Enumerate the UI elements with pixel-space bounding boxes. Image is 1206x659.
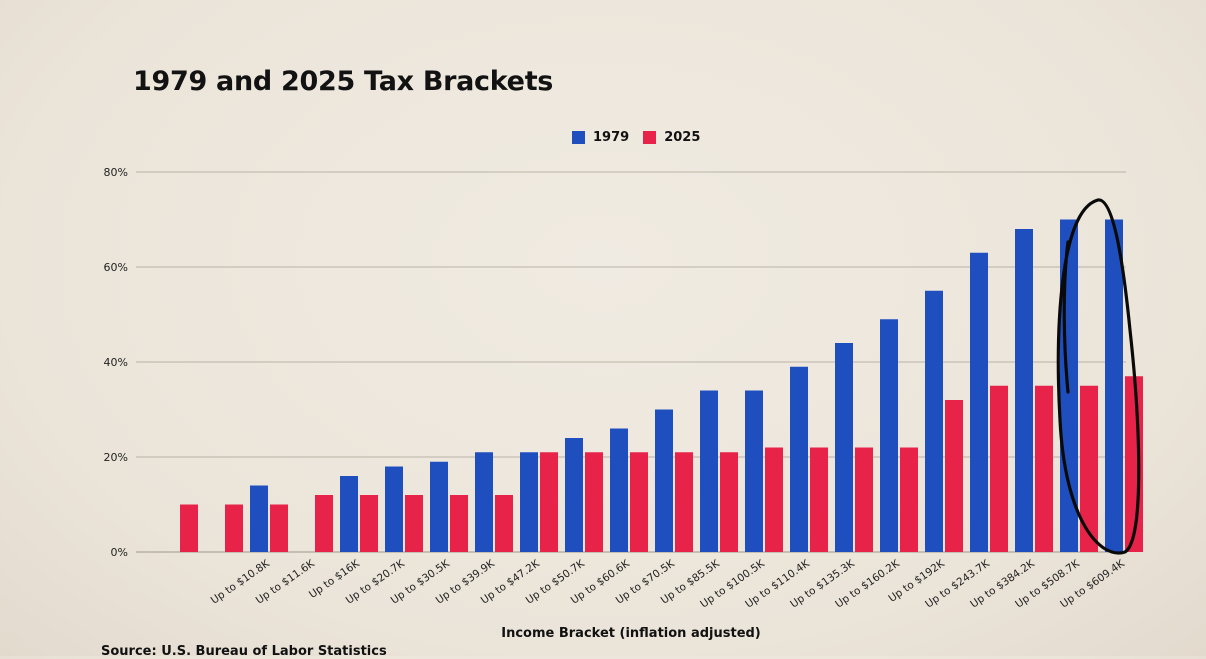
bar-2025 (405, 495, 423, 552)
bar-2025 (270, 504, 288, 552)
legend-label-1979: 1979 (593, 130, 630, 145)
bar-1979 (835, 343, 853, 552)
y-tick-label: 0% (111, 546, 128, 559)
bar-1979 (745, 390, 763, 552)
bar-1979 (520, 452, 538, 552)
bar-1979 (430, 461, 448, 552)
legend-item-2025: 2025 (643, 130, 700, 145)
bar-2025 (495, 495, 513, 552)
legend-item-1979: 1979 (572, 130, 629, 145)
bar-2025 (540, 452, 558, 552)
bar-1979 (970, 252, 988, 552)
bar-1979 (385, 466, 403, 552)
bar-1979 (790, 366, 808, 552)
y-tick-label: 80% (104, 166, 128, 179)
bar-1979 (1015, 229, 1033, 552)
bar-2025 (315, 495, 333, 552)
bar-1979 (925, 290, 943, 552)
legend-swatch-2025 (643, 131, 657, 144)
bar-1979 (250, 485, 268, 552)
chart-legend: 1979 2025 (572, 130, 714, 145)
y-tick-label: 20% (104, 451, 128, 464)
y-tick-label: 40% (104, 356, 128, 369)
legend-swatch-1979 (572, 131, 585, 144)
bar-2025 (900, 447, 918, 552)
bar-1979 (700, 390, 718, 552)
bar-2025 (990, 385, 1008, 552)
x-axis-label: Income Bracket (inflation adjusted) (501, 626, 761, 641)
chart-title: 1979 and 2025 Tax Brackets (133, 66, 554, 97)
bar-2025 (945, 400, 963, 552)
bar-1979 (565, 438, 583, 552)
bar-1979 (655, 409, 673, 552)
bar-1979 (880, 319, 898, 552)
bar-2025 (720, 452, 738, 552)
bar-2025 (585, 452, 603, 552)
legend-label-2025: 2025 (664, 130, 701, 145)
bar-2025 (225, 504, 243, 552)
bar-2025 (180, 504, 198, 552)
bar-2025 (450, 495, 468, 552)
bar-2025 (765, 447, 783, 552)
bar-1979 (340, 476, 358, 552)
bar-2025 (810, 447, 828, 552)
annotation-circle (1056, 198, 1141, 555)
source-note: Source: U.S. Bureau of Labor Statistics (101, 644, 387, 659)
bar-1979 (1105, 219, 1123, 552)
bar-2025 (1035, 385, 1053, 552)
bar-2025 (675, 452, 693, 552)
bar-2025 (360, 495, 378, 552)
bar-2025 (855, 447, 873, 552)
bar-2025 (630, 452, 648, 552)
y-tick-label: 60% (104, 261, 128, 274)
bar-2025 (1080, 385, 1098, 552)
bar-1979 (610, 428, 628, 552)
bar-1979 (475, 452, 493, 552)
